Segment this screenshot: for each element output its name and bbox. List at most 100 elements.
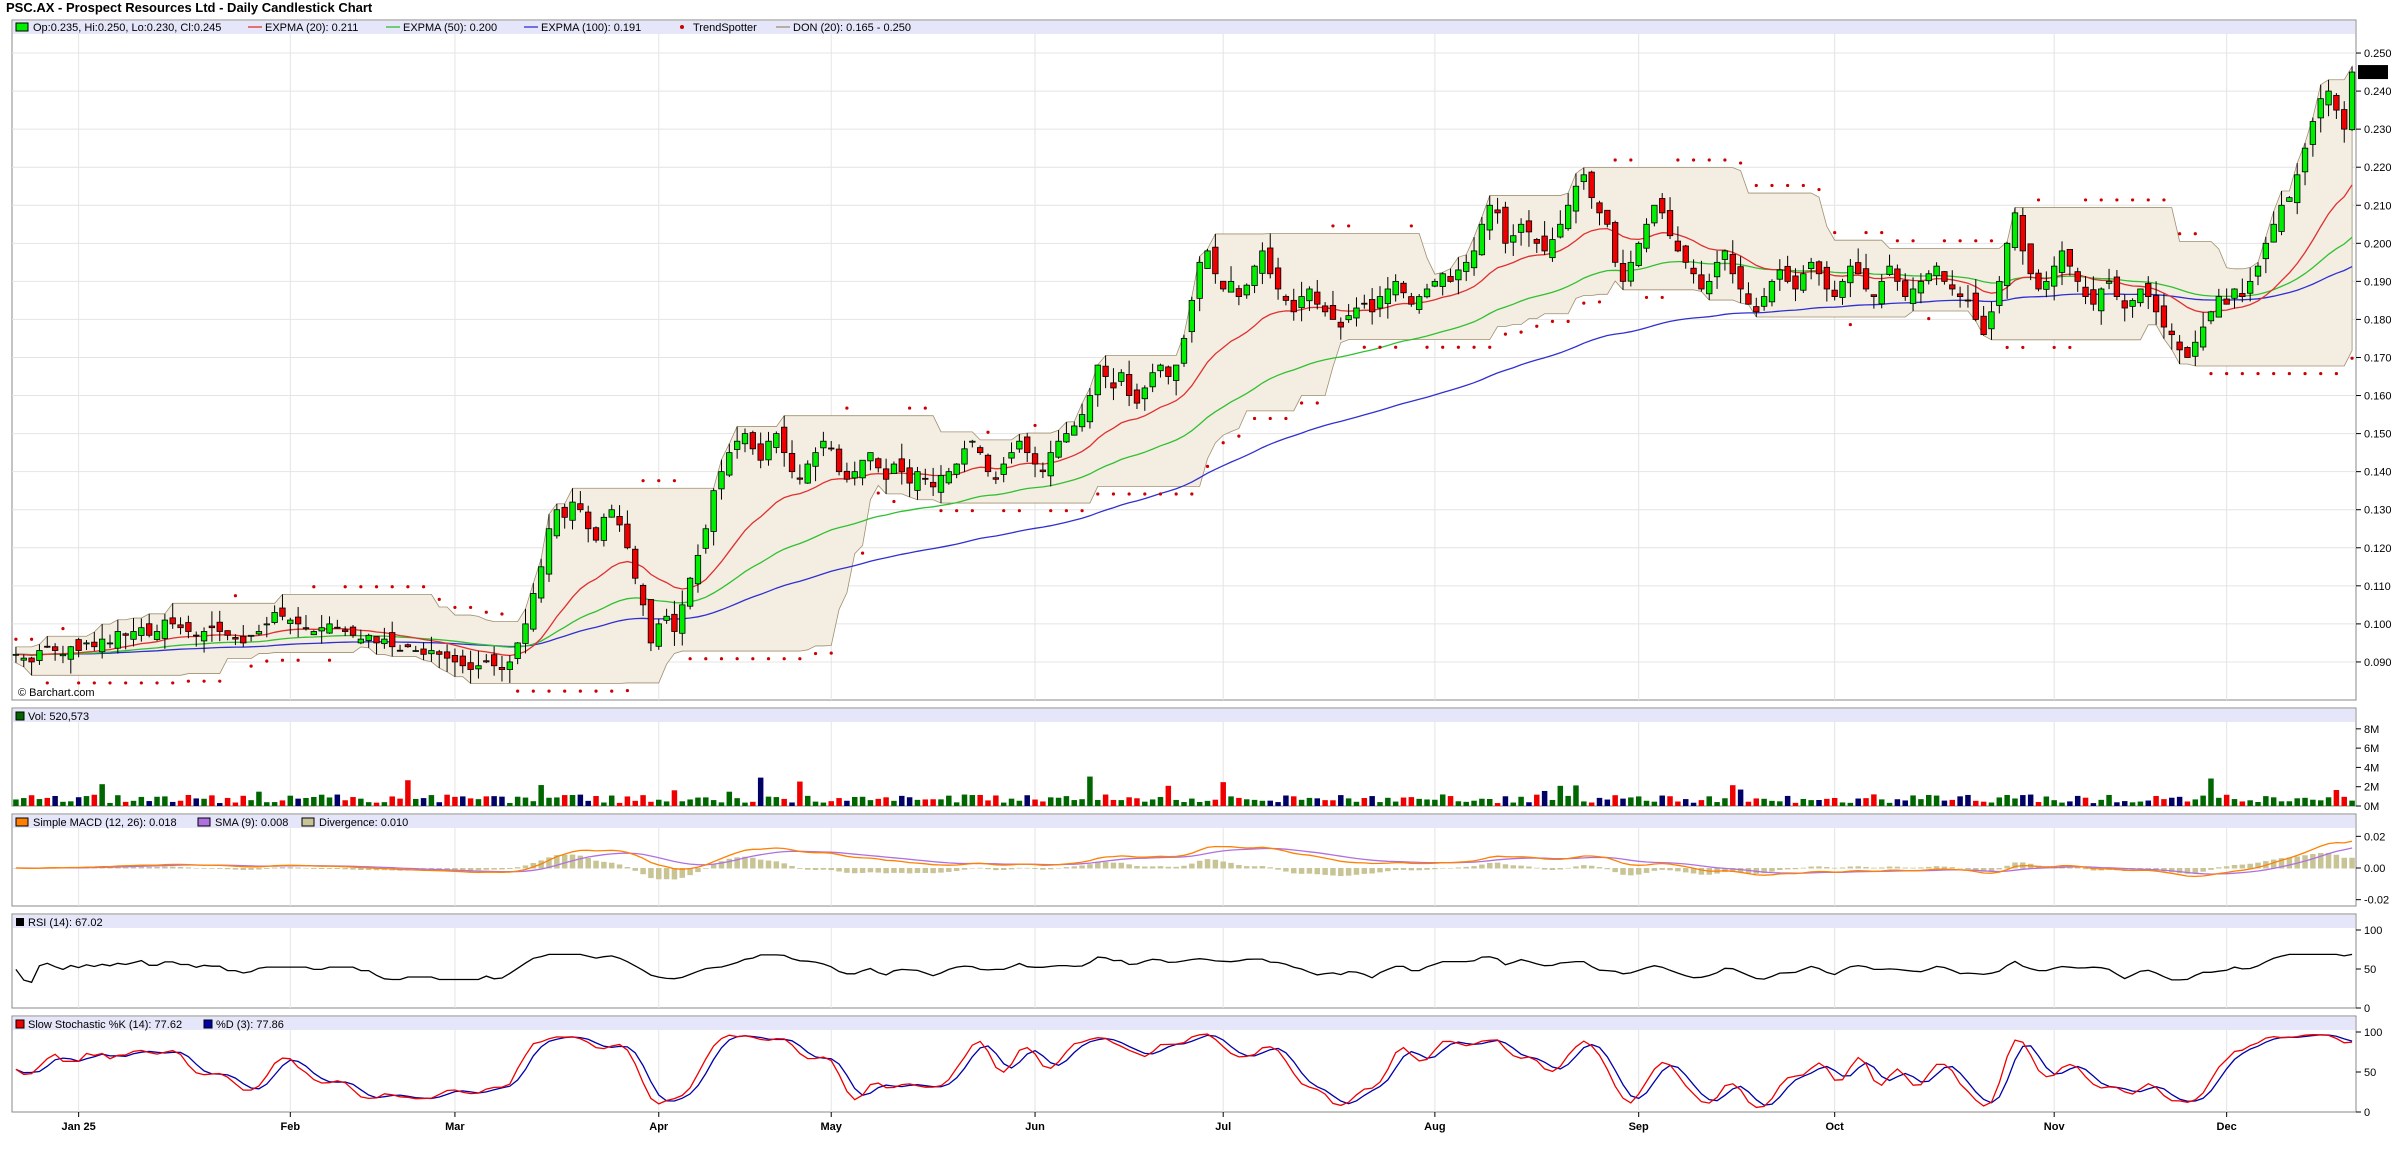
volume-bar: [169, 801, 176, 806]
trendspotter-dot: [2146, 198, 2150, 202]
candle: [1455, 269, 1462, 281]
volume-panel[interactable]: 0M 2M 4M 6M 8M Vol: 520,573: [11, 707, 2379, 813]
volume-bar: [656, 799, 662, 806]
divergence-bar: [1400, 868, 1407, 870]
volume-bar: [593, 796, 599, 806]
trendspotter-dot: [766, 657, 771, 661]
price-tick-label: 0.220: [2364, 162, 2392, 174]
volume-tick-label: 2M: [2364, 782, 2379, 794]
candle: [2348, 71, 2356, 131]
volume-bar: [122, 801, 129, 806]
trendspotter-dot: [1127, 492, 1131, 496]
divergence-bar: [1573, 866, 1579, 869]
legend-macd-div: Divergence: 0.010: [319, 817, 408, 829]
divergence-bar: [1886, 866, 1893, 869]
volume-bar: [1526, 802, 1532, 806]
candle: [318, 627, 325, 632]
candle: [232, 637, 239, 640]
trendspotter-dot: [1409, 224, 1413, 228]
trendspotter-dot: [484, 610, 488, 614]
candle: [1149, 372, 1156, 388]
candle: [255, 631, 263, 635]
candle: [2105, 280, 2113, 284]
divergence-bar: [1353, 868, 1360, 875]
trendspotter-dot: [860, 551, 865, 555]
volume-bar: [1024, 795, 1030, 806]
divergence-bar: [1196, 860, 1203, 869]
volume-bar: [248, 800, 254, 806]
trendspotter-dot: [641, 479, 645, 483]
candle: [1925, 273, 1932, 282]
divergence-bar: [1024, 867, 1030, 869]
trendspotter-dot: [2099, 198, 2103, 202]
candle: [553, 509, 560, 537]
divergence-bar: [1447, 867, 1454, 869]
trendspotter-dot: [1221, 441, 1225, 445]
candle: [1964, 299, 1972, 302]
candle: [1949, 284, 1956, 290]
volume-bar: [1463, 801, 1469, 806]
x-tick-label: Jan 25: [62, 1121, 96, 1133]
volume-bar: [1910, 795, 1916, 806]
trendspotter-dot: [1786, 183, 1790, 188]
divergence-bar: [2192, 868, 2199, 874]
divergence-bar: [1000, 868, 1007, 870]
volume-bar: [358, 798, 364, 806]
divergence-bar: [1455, 867, 1462, 869]
rsi-panel[interactable]: 0 50 100 RSI (14): 67.02: [11, 913, 2382, 1015]
trendspotter-dot: [688, 657, 692, 661]
volume-bar: [836, 798, 842, 806]
legend-donchian: DON (20): 0.165 - 0.250: [793, 22, 911, 34]
trendspotter-dot: [986, 430, 990, 434]
candle: [2011, 212, 2019, 248]
divergence-bar: [279, 867, 286, 869]
divergence-bar: [1824, 867, 1830, 869]
volume-bar: [412, 798, 419, 806]
candle: [1274, 267, 1282, 290]
trendspotter-dot: [1205, 464, 1210, 468]
divergence-bar: [1236, 864, 1242, 869]
trendspotter-dot: [1456, 345, 1460, 349]
candle: [436, 651, 443, 655]
volume-bar: [475, 799, 482, 806]
divergence-bar: [546, 857, 552, 869]
candle: [843, 470, 851, 480]
price-panel[interactable]: 0.090 0.100 0.110 0.120 0.130 0.140 0.150 0.160…: [11, 19, 2392, 701]
candle: [929, 481, 937, 488]
volume-bar: [1243, 799, 1250, 806]
divergence-bar: [193, 867, 199, 869]
divergence-bar: [2216, 867, 2222, 869]
divergence-bar: [624, 867, 631, 869]
volume-tick-label: 4M: [2364, 762, 2379, 774]
candle: [1321, 305, 1329, 313]
divergence-bar: [1800, 867, 1807, 869]
candle: [1408, 296, 1415, 305]
volume-bar: [946, 795, 952, 806]
candle: [945, 471, 952, 484]
volume-bar: [420, 798, 427, 806]
candle: [161, 619, 169, 639]
candle: [2058, 250, 2066, 273]
divergence-bar: [452, 868, 458, 871]
divergence-bar: [953, 868, 960, 872]
divergence-bar: [993, 868, 999, 871]
volume-bar: [1698, 800, 1705, 806]
trendspotter-dot: [1017, 509, 1021, 513]
macd-panel[interactable]: 0.02 0.00 -0.02 Simple MACD (12, 26): 0.018…: [11, 813, 2389, 907]
divergence-bar: [365, 868, 372, 870]
stochastic-panel[interactable]: 0 50 100 Slow Stochastic %K (14): 77.62 %D (…: [11, 1015, 2382, 1119]
candle: [2066, 248, 2074, 267]
divergence-bar: [977, 867, 983, 869]
candle: [773, 433, 780, 448]
candle: [1909, 288, 1917, 304]
divergence-bar: [1283, 868, 1289, 872]
volume-bar: [1408, 797, 1415, 806]
divergence-bar: [1220, 861, 1226, 869]
candle: [2207, 311, 2215, 322]
divergence-bar: [1275, 868, 1281, 870]
candle: [146, 623, 153, 636]
volume-bar: [1055, 797, 1062, 806]
volume-bar: [1667, 796, 1673, 806]
volume-bar: [726, 791, 733, 806]
